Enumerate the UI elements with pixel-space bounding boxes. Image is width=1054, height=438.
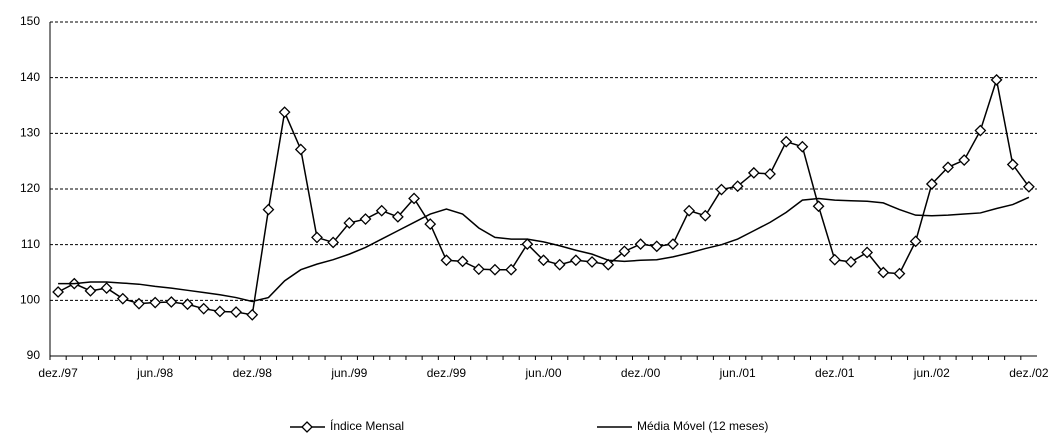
point-marker (796, 140, 809, 153)
point-marker (391, 210, 404, 223)
point-marker (100, 282, 113, 295)
point-marker (942, 161, 954, 174)
y-tick-label: 110 (21, 237, 40, 251)
point-marker (197, 302, 210, 315)
point-marker (1022, 180, 1035, 193)
point-marker (440, 254, 453, 267)
point-marker (472, 263, 485, 276)
point-marker (731, 180, 744, 193)
point-marker (925, 178, 938, 190)
x-tick-label: dez./01 (815, 366, 855, 380)
x-tick-label: jun./02 (913, 366, 950, 380)
point-marker (84, 284, 97, 297)
point-marker (602, 258, 615, 271)
x-tick-label: jun./99 (330, 366, 367, 380)
point-marker (553, 258, 566, 271)
point-marker (667, 238, 679, 251)
point-marker (327, 236, 340, 249)
point-marker (424, 218, 437, 230)
point-marker (133, 297, 145, 310)
point-marker (149, 296, 162, 309)
point-marker (650, 240, 663, 253)
point-marker (505, 263, 518, 276)
point-marker (1006, 158, 1019, 171)
point-marker (893, 267, 906, 280)
y-tick-label: 100 (20, 293, 40, 307)
point-marker (456, 255, 469, 268)
point-marker (861, 246, 874, 259)
x-tick-label: dez./00 (621, 366, 661, 380)
x-tick-label: jun./01 (719, 366, 756, 380)
point-marker (230, 306, 242, 318)
point-marker (634, 238, 647, 251)
legend-marker (301, 421, 313, 433)
point-marker (569, 254, 582, 267)
point-marker (845, 256, 857, 268)
point-marker (311, 231, 323, 244)
point-marker (116, 292, 129, 305)
point-marker (359, 213, 372, 225)
series-line (58, 196, 1030, 303)
legend-label: Índice Mensal (330, 418, 404, 433)
point-marker (537, 254, 550, 267)
point-marker (408, 192, 420, 205)
point-marker (764, 168, 776, 180)
point-marker (213, 305, 226, 318)
point-marker (375, 204, 388, 217)
point-marker (909, 235, 922, 248)
point-marker (990, 73, 1003, 86)
point-marker (877, 266, 890, 279)
point-marker (747, 166, 760, 179)
y-tick-label: 130 (20, 126, 40, 140)
point-marker (181, 298, 194, 311)
series-line (57, 79, 1030, 316)
point-marker (489, 263, 501, 276)
point-marker (828, 253, 841, 266)
point-marker (683, 204, 696, 217)
point-marker (958, 154, 971, 166)
y-tick-label: 150 (20, 14, 40, 28)
point-marker (278, 106, 291, 119)
x-tick-label: jun./00 (524, 366, 561, 380)
x-tick-label: dez./02 (1009, 366, 1049, 380)
y-tick-label: 120 (20, 181, 40, 195)
point-marker (246, 308, 259, 321)
legend-label: Média Móvel (12 meses) (637, 419, 768, 433)
x-tick-label: dez./98 (233, 366, 273, 380)
point-marker (699, 209, 712, 222)
x-tick-label: dez./97 (38, 366, 78, 380)
point-marker (618, 245, 631, 258)
point-marker (715, 183, 728, 196)
y-tick-label: 140 (20, 70, 40, 84)
point-marker (262, 203, 275, 216)
point-marker (343, 217, 356, 229)
point-marker (812, 200, 825, 213)
point-marker (974, 124, 987, 137)
point-marker (586, 256, 598, 268)
point-marker (165, 296, 178, 308)
y-tick-label: 90 (27, 348, 41, 362)
point-marker (780, 135, 793, 148)
point-marker (52, 286, 65, 298)
x-tick-label: jun./98 (136, 366, 173, 380)
x-tick-label: dez./99 (427, 366, 467, 380)
point-marker (294, 143, 307, 156)
point-marker (521, 238, 534, 251)
